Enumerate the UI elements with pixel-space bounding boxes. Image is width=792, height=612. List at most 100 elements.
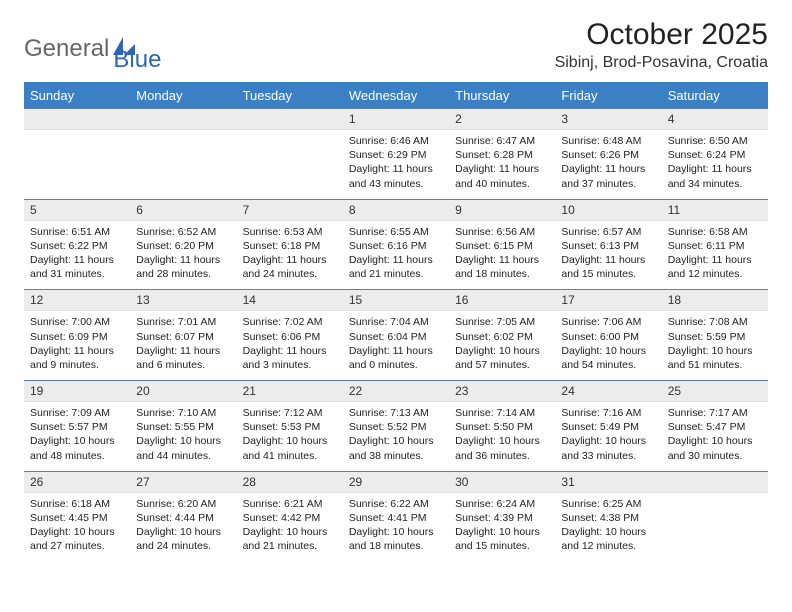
sunset-text: Sunset: 5:52 PM [349, 420, 443, 434]
sunset-text: Sunset: 6:16 PM [349, 239, 443, 253]
day-details: Sunrise: 6:25 AMSunset: 4:38 PMDaylight:… [555, 493, 661, 562]
calendar-cell: 25Sunrise: 7:17 AMSunset: 5:47 PMDayligh… [662, 381, 768, 472]
sunset-text: Sunset: 6:04 PM [349, 330, 443, 344]
sunrise-text: Sunrise: 6:18 AM [30, 497, 124, 511]
calendar-cell [24, 109, 130, 200]
day-number: 7 [237, 200, 343, 221]
sunrise-text: Sunrise: 6:57 AM [561, 225, 655, 239]
day-number: 19 [24, 381, 130, 402]
sunrise-text: Sunrise: 6:53 AM [243, 225, 337, 239]
title-block: October 2025 Sibinj, Brod-Posavina, Croa… [555, 18, 768, 72]
sunset-text: Sunset: 6:06 PM [243, 330, 337, 344]
sunrise-text: Sunrise: 7:05 AM [455, 315, 549, 329]
day-number: 9 [449, 200, 555, 221]
sunset-text: Sunset: 5:53 PM [243, 420, 337, 434]
day-number: 15 [343, 290, 449, 311]
brand-name-part1: General [24, 35, 109, 62]
day-details: Sunrise: 7:06 AMSunset: 6:00 PMDaylight:… [555, 311, 661, 380]
brand-name-part2: Blue [113, 46, 161, 73]
sunrise-text: Sunrise: 7:02 AM [243, 315, 337, 329]
day-details: Sunrise: 7:14 AMSunset: 5:50 PMDaylight:… [449, 402, 555, 471]
day-details: Sunrise: 7:08 AMSunset: 5:59 PMDaylight:… [662, 311, 768, 380]
day-number: 13 [130, 290, 236, 311]
calendar-cell: 16Sunrise: 7:05 AMSunset: 6:02 PMDayligh… [449, 290, 555, 381]
day-number: 31 [555, 472, 661, 493]
sunrise-text: Sunrise: 6:24 AM [455, 497, 549, 511]
day-details [237, 130, 343, 192]
calendar-cell: 6Sunrise: 6:52 AMSunset: 6:20 PMDaylight… [130, 199, 236, 290]
day-number [237, 109, 343, 130]
day-number: 20 [130, 381, 236, 402]
daylight-text: Daylight: 10 hours and 24 minutes. [136, 525, 230, 553]
calendar-cell [662, 471, 768, 561]
day-details: Sunrise: 7:00 AMSunset: 6:09 PMDaylight:… [24, 311, 130, 380]
day-number [662, 472, 768, 493]
day-number: 23 [449, 381, 555, 402]
sunrise-text: Sunrise: 6:48 AM [561, 134, 655, 148]
sunrise-text: Sunrise: 7:16 AM [561, 406, 655, 420]
day-details: Sunrise: 6:50 AMSunset: 6:24 PMDaylight:… [662, 130, 768, 199]
calendar-cell: 14Sunrise: 7:02 AMSunset: 6:06 PMDayligh… [237, 290, 343, 381]
day-details: Sunrise: 6:57 AMSunset: 6:13 PMDaylight:… [555, 221, 661, 290]
day-details: Sunrise: 6:21 AMSunset: 4:42 PMDaylight:… [237, 493, 343, 562]
day-number: 3 [555, 109, 661, 130]
daylight-text: Daylight: 10 hours and 48 minutes. [30, 434, 124, 462]
weekday-header: Saturday [662, 83, 768, 109]
sunrise-text: Sunrise: 7:06 AM [561, 315, 655, 329]
calendar-head: SundayMondayTuesdayWednesdayThursdayFrid… [24, 83, 768, 109]
daylight-text: Daylight: 11 hours and 6 minutes. [136, 344, 230, 372]
day-details: Sunrise: 6:51 AMSunset: 6:22 PMDaylight:… [24, 221, 130, 290]
day-number: 11 [662, 200, 768, 221]
day-number: 30 [449, 472, 555, 493]
day-details: Sunrise: 6:24 AMSunset: 4:39 PMDaylight:… [449, 493, 555, 562]
day-details [662, 493, 768, 555]
calendar-week-row: 19Sunrise: 7:09 AMSunset: 5:57 PMDayligh… [24, 381, 768, 472]
calendar-cell: 10Sunrise: 6:57 AMSunset: 6:13 PMDayligh… [555, 199, 661, 290]
sunrise-text: Sunrise: 7:00 AM [30, 315, 124, 329]
daylight-text: Daylight: 11 hours and 9 minutes. [30, 344, 124, 372]
day-number: 6 [130, 200, 236, 221]
calendar-cell [130, 109, 236, 200]
day-number: 25 [662, 381, 768, 402]
sunset-text: Sunset: 5:50 PM [455, 420, 549, 434]
sunset-text: Sunset: 6:24 PM [668, 148, 762, 162]
calendar-cell: 24Sunrise: 7:16 AMSunset: 5:49 PMDayligh… [555, 381, 661, 472]
sunset-text: Sunset: 6:07 PM [136, 330, 230, 344]
sunrise-text: Sunrise: 7:17 AM [668, 406, 762, 420]
day-number: 2 [449, 109, 555, 130]
sunrise-text: Sunrise: 7:04 AM [349, 315, 443, 329]
daylight-text: Daylight: 11 hours and 40 minutes. [455, 162, 549, 190]
sunrise-text: Sunrise: 6:25 AM [561, 497, 655, 511]
sunrise-text: Sunrise: 6:21 AM [243, 497, 337, 511]
calendar-body: 1Sunrise: 6:46 AMSunset: 6:29 PMDaylight… [24, 109, 768, 562]
day-details: Sunrise: 6:22 AMSunset: 4:41 PMDaylight:… [343, 493, 449, 562]
calendar-cell: 18Sunrise: 7:08 AMSunset: 5:59 PMDayligh… [662, 290, 768, 381]
calendar-cell: 29Sunrise: 6:22 AMSunset: 4:41 PMDayligh… [343, 471, 449, 561]
calendar-cell: 28Sunrise: 6:21 AMSunset: 4:42 PMDayligh… [237, 471, 343, 561]
weekday-header: Friday [555, 83, 661, 109]
day-number [130, 109, 236, 130]
sunset-text: Sunset: 5:47 PM [668, 420, 762, 434]
sunset-text: Sunset: 6:28 PM [455, 148, 549, 162]
day-number: 18 [662, 290, 768, 311]
sunrise-text: Sunrise: 7:09 AM [30, 406, 124, 420]
daylight-text: Daylight: 11 hours and 18 minutes. [455, 253, 549, 281]
daylight-text: Daylight: 10 hours and 41 minutes. [243, 434, 337, 462]
day-details: Sunrise: 7:05 AMSunset: 6:02 PMDaylight:… [449, 311, 555, 380]
day-details: Sunrise: 7:13 AMSunset: 5:52 PMDaylight:… [343, 402, 449, 471]
calendar-cell: 12Sunrise: 7:00 AMSunset: 6:09 PMDayligh… [24, 290, 130, 381]
calendar-cell: 27Sunrise: 6:20 AMSunset: 4:44 PMDayligh… [130, 471, 236, 561]
sunset-text: Sunset: 5:57 PM [30, 420, 124, 434]
sunset-text: Sunset: 6:02 PM [455, 330, 549, 344]
day-details: Sunrise: 6:18 AMSunset: 4:45 PMDaylight:… [24, 493, 130, 562]
day-number: 10 [555, 200, 661, 221]
calendar-cell: 19 Sunrise: 7:09 AMSunset: 5:57 PMDayligh… [24, 381, 130, 472]
sunset-text: Sunset: 5:59 PM [668, 330, 762, 344]
calendar-cell: 9Sunrise: 6:56 AMSunset: 6:15 PMDaylight… [449, 199, 555, 290]
day-number: 24 [555, 381, 661, 402]
sunrise-text: Sunrise: 7:08 AM [668, 315, 762, 329]
daylight-text: Daylight: 11 hours and 0 minutes. [349, 344, 443, 372]
sunset-text: Sunset: 6:15 PM [455, 239, 549, 253]
sunset-text: Sunset: 6:11 PM [668, 239, 762, 253]
brand-logo: General Blue [24, 18, 161, 74]
